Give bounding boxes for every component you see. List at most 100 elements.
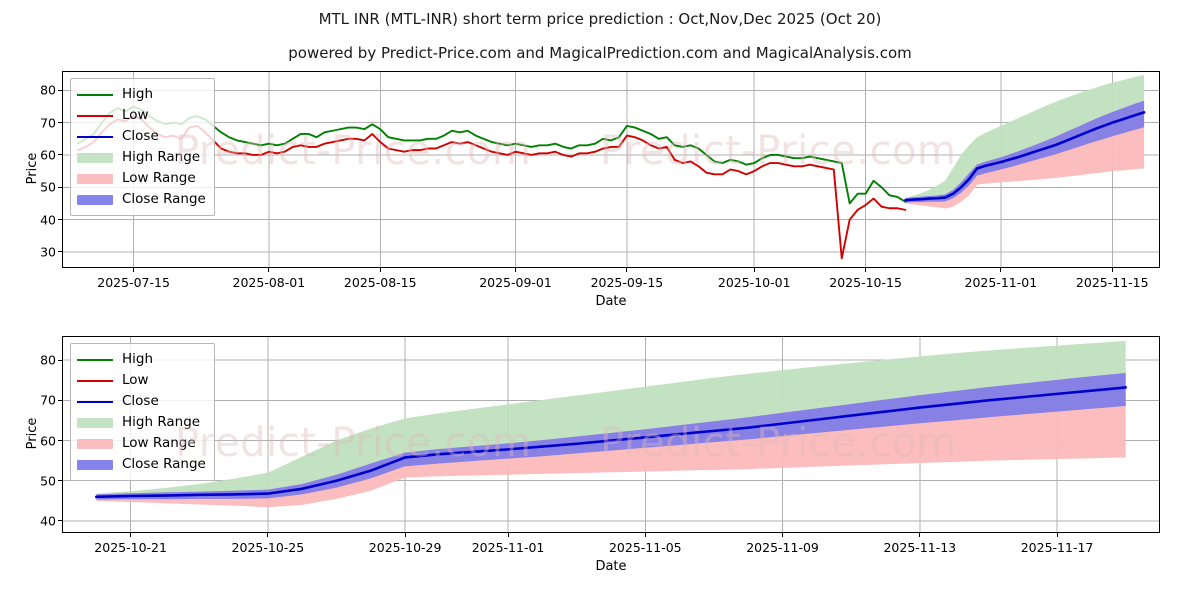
top-xtick-mark <box>515 268 517 272</box>
bottom-xtick-label: 2025-10-21 <box>94 540 167 555</box>
top-ytick-label: 40 <box>40 212 56 228</box>
top-xtick-mark <box>1000 268 1002 272</box>
close-range-swatch-icon <box>77 459 113 471</box>
top-series-low <box>76 115 907 260</box>
bottom-ytick-mark <box>58 480 62 482</box>
bottom-xtick-label: 2025-11-01 <box>471 540 545 555</box>
high-range-swatch-icon <box>77 152 113 164</box>
top-xtick-mark <box>268 268 270 272</box>
bottom-chart-panel: 40 50 60 70 80 2025-10-21 2025-10-25 2025-10-29… <box>25 336 1160 574</box>
top-ytick-mark <box>58 122 62 124</box>
top-xtick-mark <box>133 268 135 272</box>
close-range-swatch-icon <box>77 194 113 206</box>
top-ytick-mark <box>58 186 62 188</box>
bottom-plot-area <box>62 336 1160 533</box>
top-chart-panel: 30 40 50 60 70 80 2025-07-15 2025-08-01 2025-08-… <box>25 71 1160 309</box>
bottom-ytick-label: 80 <box>40 352 56 368</box>
close-swatch-icon <box>77 396 113 408</box>
bottom-xtick-mark <box>507 533 509 537</box>
legend-label: High <box>122 85 154 102</box>
legend-item-high[interactable]: High <box>77 84 206 105</box>
top-ytick-label: 30 <box>40 244 56 260</box>
top-xtick-label: 2025-09-01 <box>479 275 552 290</box>
page-subtitle: powered by Predict-Price.com and Magical… <box>288 44 912 62</box>
low-range-swatch-icon <box>77 173 113 185</box>
top-xtick-mark <box>753 268 755 272</box>
legend-label: Close <box>122 392 159 409</box>
top-xtick-label: 2025-08-01 <box>232 275 306 290</box>
bottom-legend: High Low Close High Range Low Range Close Ran… <box>70 343 215 481</box>
top-ytick-label: 60 <box>40 147 56 163</box>
legend-label: Low Range <box>122 434 196 451</box>
legend-item-high-range[interactable]: High Range <box>77 147 206 168</box>
bottom-high-range-band <box>96 340 1126 500</box>
legend-item-low[interactable]: Low <box>77 370 206 391</box>
top-ytick-mark <box>58 89 62 91</box>
legend-label: High <box>122 350 154 367</box>
top-plot-border <box>62 71 1160 268</box>
bottom-ytick-label: 50 <box>40 473 56 489</box>
high-range-swatch-icon <box>77 417 113 429</box>
legend-item-close-range[interactable]: Close Range <box>77 454 206 475</box>
bottom-xtick-mark <box>644 533 646 537</box>
high-swatch-icon <box>77 354 113 366</box>
bottom-ytick-mark <box>58 399 62 401</box>
close-swatch-icon <box>77 131 113 143</box>
legend-item-close[interactable]: Close <box>77 126 206 147</box>
top-xtick-label: 2025-10-01 <box>717 275 791 290</box>
top-xtick-mark <box>379 268 381 272</box>
top-xtick-mark <box>1111 268 1113 272</box>
top-ytick-label: 80 <box>40 82 56 98</box>
top-xtick-label: 2025-07-15 <box>97 275 170 290</box>
bottom-close-range-band <box>96 372 1126 500</box>
top-xtick-label: 2025-11-15 <box>1075 275 1149 290</box>
bottom-xtick-label: 2025-11-17 <box>1020 540 1094 555</box>
bottom-xtick-label: 2025-11-05 <box>608 540 682 555</box>
legend-item-low[interactable]: Low <box>77 105 206 126</box>
top-xtick-mark <box>626 268 628 272</box>
legend-label: High Range <box>122 148 201 165</box>
legend-item-high-range[interactable]: High Range <box>77 412 206 433</box>
bottom-xtick-label: 2025-10-29 <box>368 540 442 555</box>
top-ytick-mark <box>58 154 62 156</box>
bottom-ytick-label: 60 <box>40 433 56 449</box>
bottom-xtick-mark <box>267 533 269 537</box>
legend-label: Close Range <box>122 455 206 472</box>
bottom-xtick-mark <box>130 533 132 537</box>
legend-item-high[interactable]: High <box>77 349 206 370</box>
top-ytick-label: 70 <box>40 115 56 131</box>
top-ytick-mark <box>58 219 62 221</box>
legend-item-low-range[interactable]: Low Range <box>77 168 206 189</box>
top-xtick-label: 2025-11-01 <box>964 275 1038 290</box>
bottom-ytick-label: 70 <box>40 392 56 408</box>
low-range-swatch-icon <box>77 438 113 450</box>
bottom-xtick-label: 2025-11-13 <box>883 540 957 555</box>
legend-label: Low <box>122 106 149 123</box>
legend-label: Close <box>122 127 159 144</box>
bottom-ytick-mark <box>58 359 62 361</box>
bottom-series-close <box>95 386 1127 499</box>
bottom-xtick-mark <box>1056 533 1058 537</box>
page-title: MTL INR (MTL-INR) short term price predi… <box>318 10 882 28</box>
top-close-range-band <box>905 100 1145 203</box>
legend-item-close-range[interactable]: Close Range <box>77 189 206 210</box>
bottom-ytick-mark <box>58 520 62 522</box>
top-legend: High Low Close High Range Low Range Close Ran… <box>70 78 215 216</box>
bottom-yaxis-label: Price <box>24 417 40 449</box>
bottom-xtick-mark <box>404 533 406 537</box>
top-xtick-label: 2025-10-15 <box>829 275 902 290</box>
top-series-high <box>76 105 907 205</box>
bottom-ytick-mark <box>58 440 62 442</box>
bottom-ytick-label: 40 <box>40 513 56 529</box>
top-series-close <box>904 111 1146 202</box>
bottom-xtick-mark <box>919 533 921 537</box>
bottom-xtick-label: 2025-11-09 <box>746 540 819 555</box>
legend-label: Low Range <box>122 169 196 186</box>
legend-label: Close Range <box>122 190 206 207</box>
legend-item-low-range[interactable]: Low Range <box>77 433 206 454</box>
legend-item-close[interactable]: Close <box>77 391 206 412</box>
top-xtick-mark <box>865 268 867 272</box>
legend-label: High Range <box>122 413 201 430</box>
legend-label: Low <box>122 371 149 388</box>
top-high-range-band <box>905 74 1145 203</box>
